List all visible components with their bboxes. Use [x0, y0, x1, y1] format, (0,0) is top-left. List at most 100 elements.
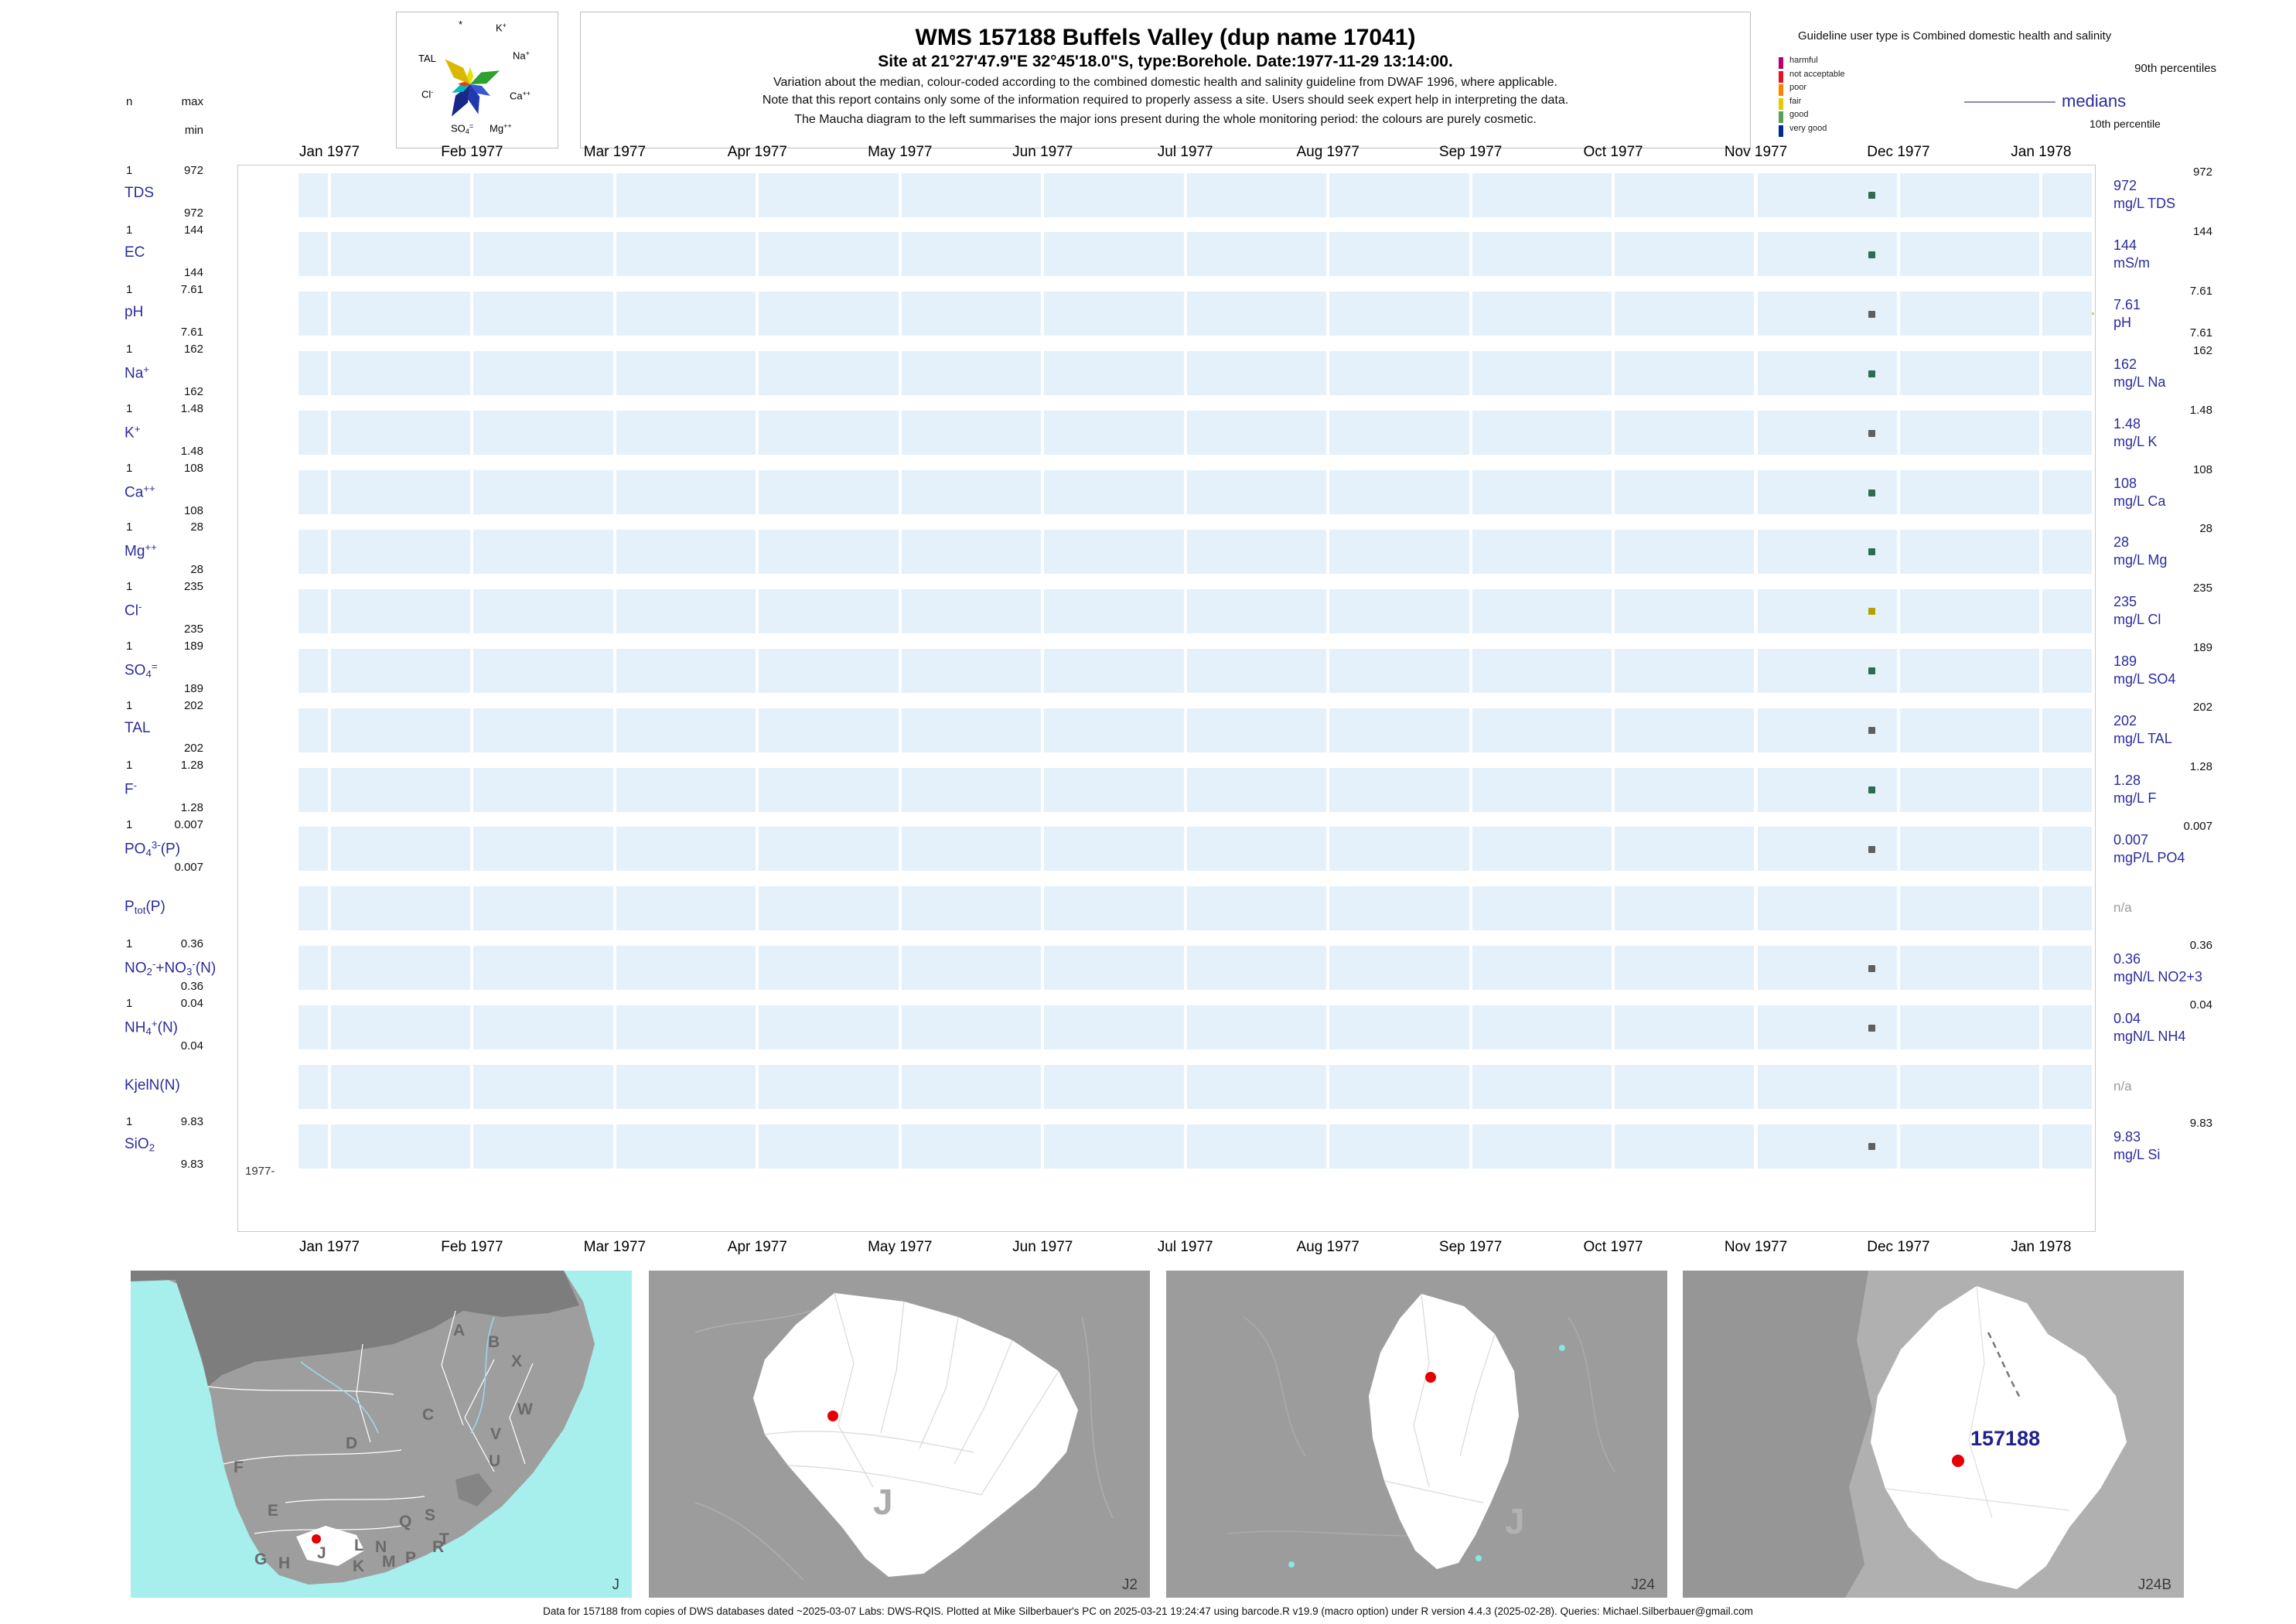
row-median-value: 9.83 — [2113, 1129, 2141, 1145]
row-max-value: 9.83 — [180, 1115, 203, 1129]
panel-label-j24: J24 — [1631, 1577, 1655, 1593]
water-bodies — [1288, 1345, 1565, 1568]
row-sample-count: 1 — [126, 520, 133, 534]
plot-cell — [1186, 1124, 1327, 1169]
plot-cell — [759, 529, 899, 574]
guideline-class-chip — [1779, 84, 1783, 96]
month-label-top: Aug 1977 — [1296, 144, 1360, 160]
row-p90-value: 1.28 — [2189, 760, 2212, 773]
plot-cell — [2042, 767, 2092, 812]
plot-cell — [1757, 351, 1897, 396]
plot-cell — [759, 292, 899, 336]
guideline-class-label: fair — [1789, 96, 1802, 106]
month-label-bottom: Aug 1977 — [1296, 1239, 1360, 1255]
page-title: WMS 157188 Buffels Valley (dup name 1704… — [915, 25, 1416, 50]
plot-cell — [1757, 827, 1897, 872]
plot-cell — [1899, 708, 2040, 752]
plot-cell — [331, 589, 471, 633]
plot-cell — [2042, 886, 2092, 931]
plot-cell — [759, 827, 899, 872]
plot-cell — [1044, 232, 1184, 277]
plot-cell — [299, 827, 328, 872]
row-p90-value: 0.36 — [2189, 938, 2212, 952]
map-overview-south-africa: A BX C W D VU F E G H J KL MNP Q RST J — [131, 1271, 632, 1598]
value-not-available: n/a — [2113, 1078, 2132, 1093]
data-point — [1868, 964, 1875, 972]
title-block: WMS 157188 Buffels Valley (dup name 1704… — [580, 12, 1751, 148]
plot-cell — [1899, 1065, 2040, 1109]
region-letter-L: L — [354, 1537, 364, 1554]
month-label-top: Jan 1978 — [2011, 144, 2072, 160]
subcatchment-lines — [1383, 1293, 1496, 1503]
plot-cell — [2042, 708, 2092, 752]
row-min-value: 235 — [183, 623, 203, 636]
month-label-top: Feb 1977 — [441, 144, 503, 160]
plot-cell — [2042, 470, 2092, 514]
catchment-letter: J — [873, 1482, 893, 1522]
plot-cell — [1044, 886, 1184, 931]
row-min-value: 0.04 — [180, 1039, 203, 1053]
region-letter-J: J — [317, 1544, 326, 1562]
plot-cell — [473, 886, 613, 931]
plot-cell — [759, 172, 899, 217]
parameter-label: Ptot(P) — [125, 898, 165, 916]
row-sample-count: 1 — [126, 164, 133, 177]
maucha-legend-box: * K+ TAL Na+ Cl- Ca++ SO4= Mg++ — [396, 12, 558, 148]
plot-cell — [1186, 827, 1327, 872]
subcatchment-lines — [1885, 1285, 2070, 1519]
plot-cell — [1899, 946, 2040, 991]
row-max-value: 972 — [183, 164, 203, 177]
guideline-class-chip — [1779, 57, 1783, 69]
row-min-value: 108 — [183, 503, 203, 517]
row-max-value: 162 — [183, 342, 203, 356]
month-label-bottom: Apr 1977 — [727, 1239, 787, 1255]
maucha-label-na: Na+ — [513, 49, 530, 62]
plot-cell — [1329, 292, 1469, 336]
parameter-label: EC — [125, 244, 145, 261]
plot-cell — [2042, 589, 2092, 633]
plot-cell — [1472, 529, 1612, 574]
plot-cell — [1472, 886, 1612, 931]
row-max-value: 1.28 — [180, 759, 203, 772]
plot-cell — [901, 827, 1042, 872]
plot-cell — [2042, 351, 2092, 396]
row-max-value: 202 — [183, 699, 203, 713]
row-min-value: 9.83 — [180, 1158, 203, 1172]
plot-cell — [2042, 172, 2092, 217]
row-sample-count: 1 — [126, 223, 133, 237]
plot-cell — [1472, 767, 1612, 812]
plot-cell — [299, 232, 328, 277]
plot-cell — [1615, 351, 1755, 396]
month-label-bottom: May 1977 — [868, 1239, 933, 1255]
region-letter-F: F — [234, 1459, 244, 1476]
row-median-value: 202 — [2113, 713, 2137, 729]
row-sample-count: 1 — [126, 640, 133, 653]
plot-cell — [299, 529, 328, 574]
row-median-value: 1.48 — [2113, 415, 2141, 432]
median-line-sample — [1964, 101, 2055, 103]
neighbour-countries — [131, 1271, 579, 1387]
value-not-available: n/a — [2113, 899, 2132, 915]
region-letter-N: N — [375, 1538, 387, 1556]
row-p10-value: 7.61 — [2189, 326, 2212, 339]
plot-cell — [1472, 232, 1612, 277]
row-p90-value: 28 — [2199, 522, 2212, 536]
plot-cell — [473, 411, 613, 455]
plot-cell — [331, 767, 471, 812]
plot-cell — [1757, 292, 1897, 336]
maucha-sector — [470, 84, 490, 96]
row-p90-value: 0.007 — [2183, 819, 2212, 833]
month-label-top: Jan 1977 — [299, 144, 360, 160]
row-unit: mg/L SO4 — [2113, 671, 2176, 687]
plot-cell — [1186, 232, 1327, 277]
row-p90-value: 7.61 — [2189, 284, 2212, 298]
plot-cell — [616, 827, 756, 872]
maucha-sector — [445, 59, 470, 84]
plot-cell — [1757, 232, 1897, 277]
plot-cell — [901, 946, 1042, 991]
row-median-value: 108 — [2113, 475, 2137, 491]
plot-cell — [759, 946, 899, 991]
plot-cell — [1186, 411, 1327, 455]
guideline-class-chip — [1779, 70, 1783, 83]
